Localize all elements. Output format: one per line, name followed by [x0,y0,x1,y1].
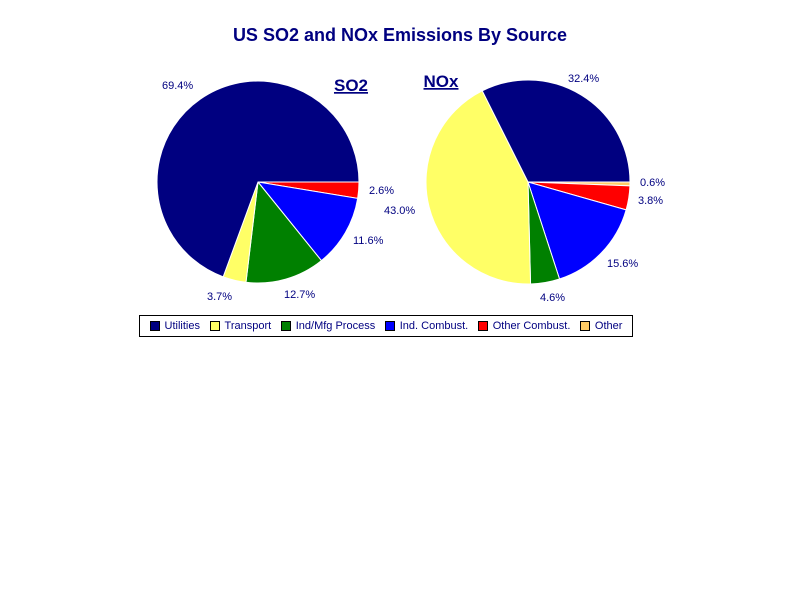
nox-label-utilities: 32.4% [568,73,599,85]
nox-label-ind-mfg: 4.6% [540,292,565,304]
legend-swatch [149,321,160,331]
nox-label-other: 0.6% [640,177,665,189]
nox-pie-title: NOx [424,72,460,91]
legend-swatch [579,321,590,331]
legend-label: Other Combust. [492,320,571,332]
so2-label-transport: 3.7% [207,291,232,303]
legend-swatch [280,321,291,331]
so2-slice-ind-combust [256,181,359,262]
nox-label-ind-combust: 15.6% [607,258,638,270]
legend-label: Ind/Mfg Process [295,320,376,332]
legend-swatch [209,321,220,331]
so2-slice-ind-mfg-process [245,180,323,284]
nox-label-transport: 43.0% [384,205,415,217]
chart-title: US SO2 and NOx Emissions By Source [232,25,568,45]
legend-item-utilities: Utilities [149,320,200,332]
legend-label: Transport [224,320,272,332]
nox-slice-transport [425,90,532,285]
legend: Utilities Transport Ind/Mfg Process Ind.… [139,315,633,337]
so2-label-other-combust: 2.6% [369,185,394,197]
legend-item-ind-combust: Ind. Combust. [384,320,469,332]
legend-item-transport: Transport [209,320,272,332]
legend-label: Other [594,320,623,332]
so2-pie-title: SO2 [334,76,368,95]
nox-slice-utilities [481,79,631,183]
legend-item-other: Other [579,320,623,332]
legend-item-other-combust: Other Combust. [477,320,571,332]
legend-label: Utilities [164,320,200,332]
nox-pie [425,79,631,285]
legend-swatch [477,321,488,331]
so2-slice-utilities [156,80,360,278]
nox-slice-ind-combust [527,181,627,280]
legend-label: Ind. Combust. [399,320,469,332]
so2-label-ind-combust: 11.6% [353,235,384,247]
nox-label-other-combust: 3.8% [638,195,663,207]
legend-item-ind-mfg-process: Ind/Mfg Process [280,320,376,332]
so2-label-utilities: 69.4% [162,80,193,92]
legend-swatch [384,321,395,331]
so2-pie [156,80,360,284]
so2-label-ind-mfg: 12.7% [284,289,315,301]
